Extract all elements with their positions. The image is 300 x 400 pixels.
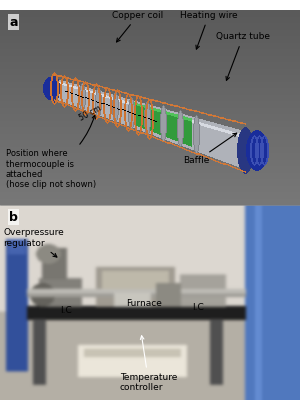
Text: I.C: I.C (192, 302, 204, 312)
Text: Overpressure
regulator: Overpressure regulator (3, 228, 64, 257)
Text: Baffle: Baffle (184, 133, 237, 165)
Text: Copper coil: Copper coil (112, 11, 164, 42)
Text: a: a (9, 16, 17, 29)
Text: Heating wire: Heating wire (180, 11, 238, 49)
Text: 50 cm: 50 cm (77, 104, 103, 123)
Text: Position where
thermocouple is
attached
(hose clip not shown): Position where thermocouple is attached … (6, 115, 96, 190)
Text: Furnace: Furnace (126, 298, 162, 308)
Text: I.C: I.C (60, 306, 72, 315)
Text: Temperature
controller: Temperature controller (120, 336, 177, 392)
Text: Quartz tube: Quartz tube (216, 32, 270, 80)
Text: b: b (9, 211, 18, 224)
